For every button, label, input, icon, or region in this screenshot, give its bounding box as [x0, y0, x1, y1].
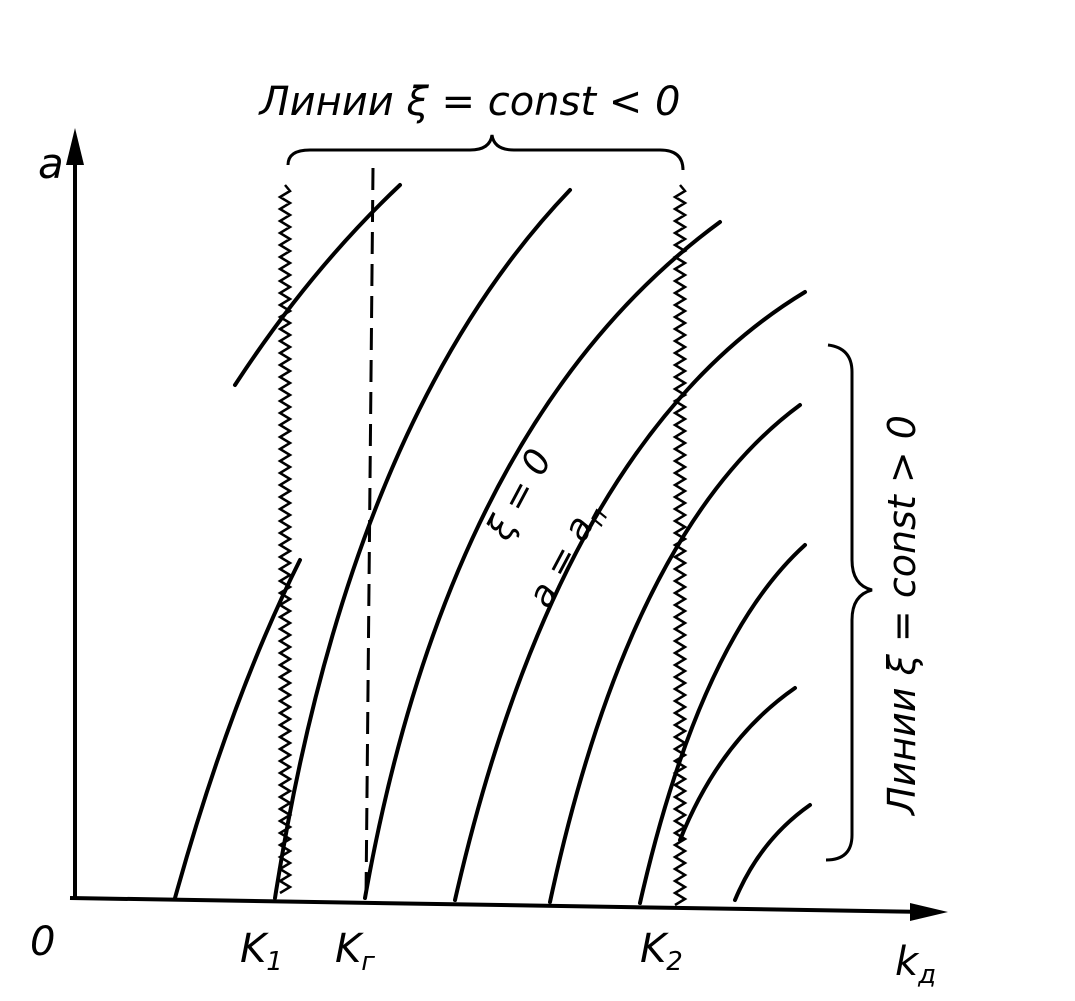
dashed-line — [364, 167, 375, 899]
right-label: Линии ξ = const > 0 — [880, 415, 924, 817]
tick-main: K — [640, 926, 669, 972]
wavy-line — [277, 184, 293, 895]
curve — [638, 543, 807, 905]
curves — [173, 183, 812, 905]
top-label: Линии ξ = const < 0 — [258, 79, 681, 125]
axes — [66, 128, 948, 921]
curve — [173, 558, 302, 900]
y-arrow — [66, 128, 84, 165]
tick-label: Kг — [335, 926, 375, 977]
right-brace — [825, 343, 873, 862]
top-brace — [286, 134, 685, 171]
tick-label: K2 — [640, 926, 683, 977]
curve-label: a = aп — [520, 495, 614, 616]
curve — [233, 183, 402, 387]
curve — [453, 290, 807, 902]
x-label: kд — [895, 939, 936, 990]
x-label-sub: д — [917, 960, 936, 990]
curve — [733, 803, 812, 902]
tick-label: K1 — [240, 926, 283, 977]
curve-label: ξ = 0 — [479, 443, 561, 548]
x-arrow — [910, 903, 948, 921]
curve — [548, 403, 802, 904]
tick-main: K — [335, 926, 364, 972]
tick-sub: 2 — [666, 947, 683, 977]
curve — [678, 686, 797, 842]
wavy-line — [672, 184, 688, 907]
x-label-main: k — [895, 939, 920, 985]
curve — [363, 220, 722, 900]
x-axis — [69, 896, 931, 914]
y-label: a — [38, 139, 64, 188]
curve — [273, 188, 572, 900]
curve-label-main: a = a — [520, 509, 602, 614]
tick-sub: г — [361, 947, 375, 977]
tick-sub: 1 — [266, 947, 283, 977]
origin-label: 0 — [30, 919, 55, 965]
tick-main: K — [240, 926, 269, 972]
